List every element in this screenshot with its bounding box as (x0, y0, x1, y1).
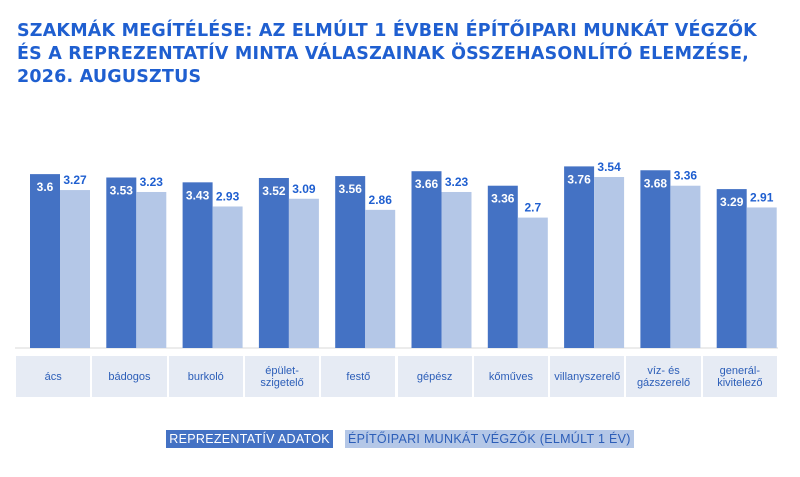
category-label-8: víz- és gázszerelő (626, 356, 701, 397)
category-label-6: kőműves (473, 356, 549, 397)
bar-rep-4 (335, 176, 366, 348)
category-label-0: ács (16, 356, 91, 397)
bar-work-6 (517, 217, 548, 348)
bar-rep-3 (258, 177, 289, 348)
category-label-2: burkoló (168, 356, 243, 397)
bar-rep-1 (106, 177, 137, 348)
data-label-rep-5: 3.66 (415, 177, 439, 191)
category-label-4: festő (321, 356, 396, 397)
bar-rep-7 (564, 166, 595, 348)
legend-item-work: ÉPÍTŐIPARI MUNKÁT VÉGZŐK (ELMÚLT 1 ÉV) (344, 430, 634, 448)
bar-rep-8 (640, 170, 671, 348)
data-label-work-6: 2.7 (524, 201, 541, 215)
data-label-work-7: 3.54 (597, 160, 621, 174)
bar-work-9 (746, 207, 777, 348)
data-label-work-9: 2.91 (750, 190, 774, 204)
bar-rep-2 (182, 182, 213, 348)
bar-work-1 (136, 191, 167, 348)
data-label-rep-7: 3.76 (567, 172, 591, 186)
bar-rep-9 (716, 189, 747, 348)
category-label-1: bádogos (92, 356, 167, 397)
category-label-7: villanyszerelő (550, 356, 625, 397)
bar-work-5 (441, 191, 472, 348)
legend-item-rep: REPREZENTATÍV ADATOK (166, 430, 333, 448)
data-label-work-4: 2.86 (369, 193, 393, 207)
category-label-3: épület-szigetelő (244, 356, 320, 397)
data-label-work-3: 3.09 (292, 182, 316, 196)
data-label-rep-9: 3.29 (720, 195, 744, 209)
bar-work-2 (212, 206, 243, 348)
bar-rep-6 (487, 185, 518, 348)
data-label-rep-1: 3.53 (110, 184, 134, 198)
data-label-rep-6: 3.36 (491, 192, 515, 206)
bar-work-7 (594, 177, 625, 348)
legend: REPREZENTATÍV ADATOK ÉPÍTŐIPARI MUNKÁT V… (0, 430, 800, 448)
data-label-work-8: 3.36 (674, 169, 698, 183)
data-label-work-0: 3.27 (63, 173, 87, 187)
category-label-9: generál-kivitelező (702, 356, 777, 397)
data-label-rep-3: 3.52 (262, 184, 286, 198)
chart-title: SZAKMÁK MEGÍTÉLÉSE: AZ ELMÚLT 1 ÉVBEN ÉP… (17, 21, 757, 87)
data-label-work-5: 3.23 (445, 175, 469, 189)
data-label-rep-0: 3.6 (37, 180, 54, 194)
data-label-rep-4: 3.56 (339, 182, 363, 196)
category-label-5: gépész (397, 356, 472, 397)
data-label-rep-2: 3.43 (186, 188, 210, 202)
bar-rep-5 (411, 171, 442, 348)
bar-work-4 (365, 209, 396, 348)
bar-rep-0 (30, 174, 60, 348)
data-label-rep-8: 3.68 (644, 176, 668, 190)
data-label-work-1: 3.23 (140, 175, 164, 189)
bar-work-3 (288, 198, 319, 348)
bar-work-8 (670, 185, 701, 348)
data-label-work-2: 2.93 (216, 189, 240, 203)
bar-work-0 (60, 190, 90, 348)
